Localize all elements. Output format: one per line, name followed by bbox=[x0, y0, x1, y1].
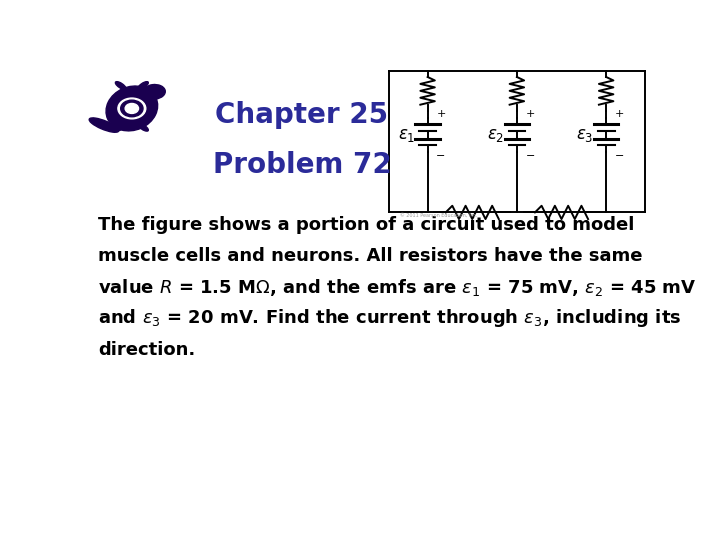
Text: $\varepsilon_1$: $\varepsilon_1$ bbox=[397, 126, 415, 144]
Circle shape bbox=[125, 104, 138, 113]
Text: muscle cells and neurons. All resistors have the same: muscle cells and neurons. All resistors … bbox=[99, 247, 643, 265]
Ellipse shape bbox=[138, 82, 148, 90]
Ellipse shape bbox=[138, 123, 148, 131]
Circle shape bbox=[121, 100, 143, 117]
Text: −: − bbox=[526, 151, 535, 161]
Text: $\varepsilon_3$: $\varepsilon_3$ bbox=[576, 126, 594, 144]
Text: +: + bbox=[615, 110, 624, 119]
Text: The figure shows a portion of a circuit used to model: The figure shows a portion of a circuit … bbox=[99, 216, 635, 234]
Text: $\varepsilon_2$: $\varepsilon_2$ bbox=[487, 126, 504, 144]
Text: direction.: direction. bbox=[99, 341, 196, 359]
Text: +: + bbox=[436, 110, 446, 119]
Ellipse shape bbox=[89, 118, 119, 132]
Text: Problem 72: Problem 72 bbox=[212, 151, 392, 179]
Ellipse shape bbox=[115, 123, 126, 131]
Ellipse shape bbox=[143, 85, 166, 99]
Text: © 2011 Pearson Education, Inc.: © 2011 Pearson Education, Inc. bbox=[400, 213, 477, 218]
Text: and $\varepsilon_3$ = 20 mV. Find the current through $\varepsilon_3$, including: and $\varepsilon_3$ = 20 mV. Find the cu… bbox=[99, 307, 682, 329]
Circle shape bbox=[118, 98, 145, 119]
Text: −: − bbox=[615, 151, 624, 161]
Text: value $R$ = 1.5 M$\Omega$, and the emfs are $\varepsilon_1$ = 75 mV, $\varepsilo: value $R$ = 1.5 M$\Omega$, and the emfs … bbox=[99, 277, 697, 298]
Text: +: + bbox=[526, 110, 535, 119]
Ellipse shape bbox=[106, 86, 158, 131]
Text: Chapter 25: Chapter 25 bbox=[215, 100, 389, 129]
Ellipse shape bbox=[115, 82, 126, 90]
Text: −: − bbox=[436, 151, 446, 161]
